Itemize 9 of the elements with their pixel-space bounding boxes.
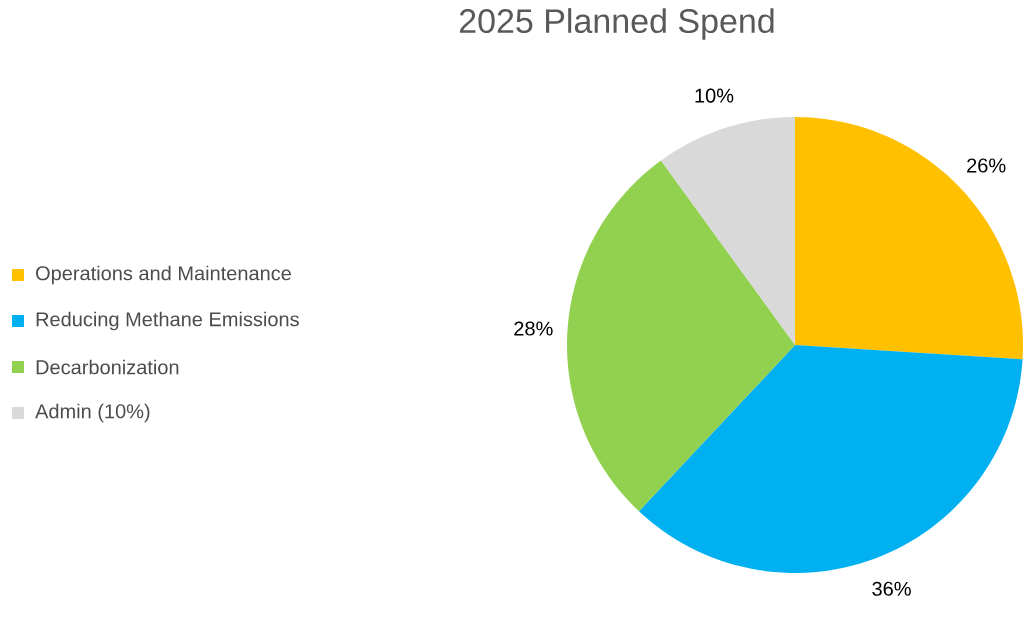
data-label: 10%: [695, 88, 734, 103]
legend-label: Decarbonization: [36, 359, 179, 375]
legend-label: Admin (10%): [35, 403, 150, 423]
data-label: 28%: [514, 321, 553, 336]
data-label: 36%: [872, 581, 911, 596]
legend-label: Reducing Methane Emissions: [36, 311, 299, 331]
chart-title: 2025 Planned Spend: [459, 8, 774, 40]
legend-label: Operations and Maintenance: [36, 265, 291, 285]
data-label: 26%: [967, 158, 1006, 173]
